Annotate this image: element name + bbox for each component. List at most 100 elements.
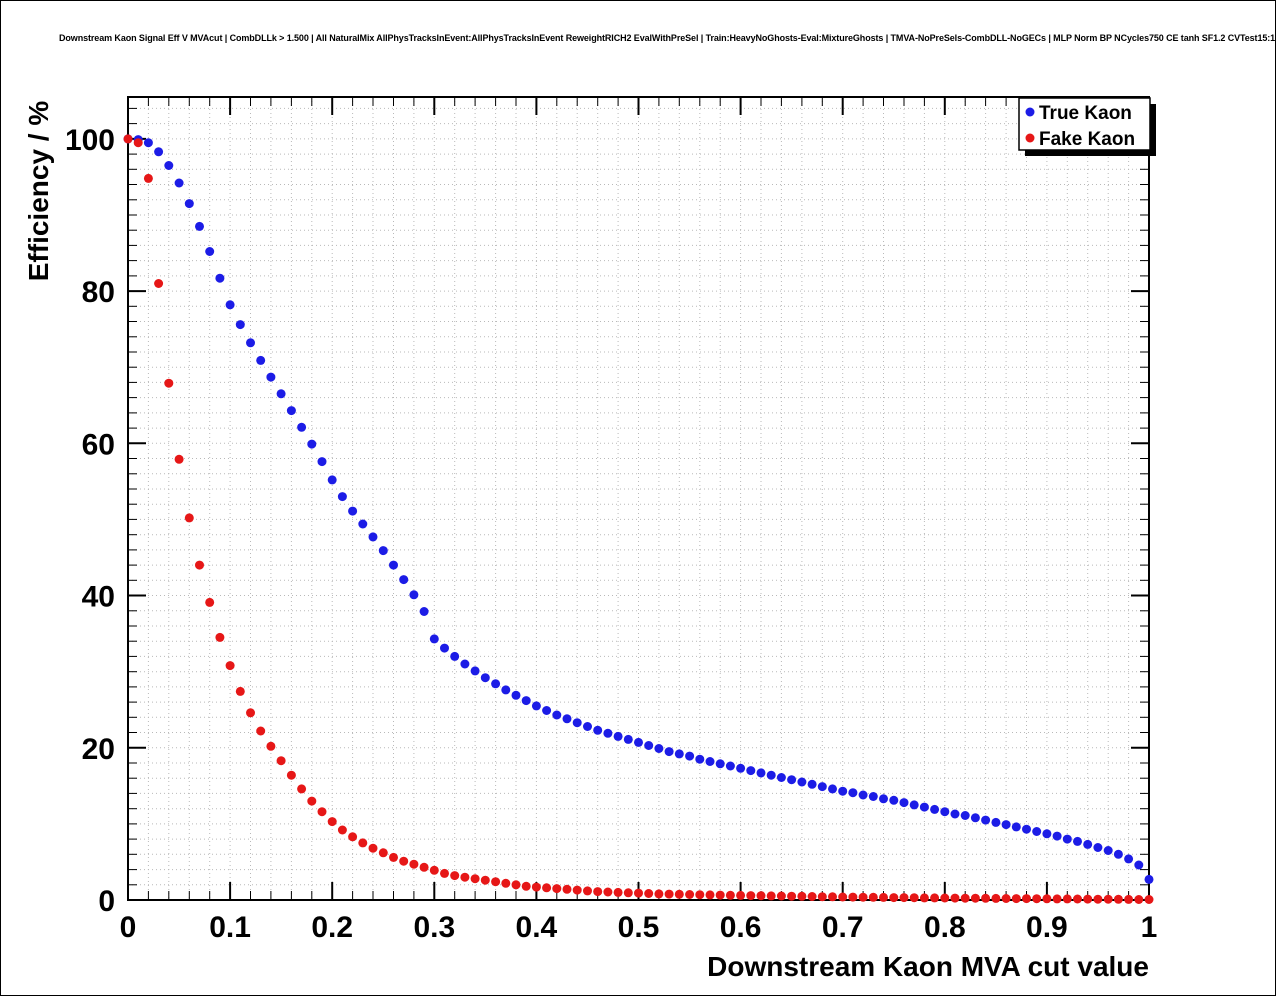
data-point	[358, 838, 368, 848]
data-point	[1144, 895, 1154, 904]
data-point	[368, 843, 378, 853]
data-point	[674, 749, 684, 759]
data-point	[899, 893, 909, 903]
data-point	[623, 734, 633, 744]
data-point	[685, 890, 695, 899]
gridlines	[128, 97, 1149, 900]
data-point	[838, 786, 848, 796]
x-tick-label: 0	[120, 911, 137, 944]
data-point	[531, 701, 541, 711]
data-point	[654, 889, 664, 899]
x-tick-label: 0.9	[1026, 911, 1068, 944]
data-point	[664, 747, 674, 757]
data-point	[256, 726, 266, 736]
data-point	[572, 885, 582, 895]
data-point	[930, 804, 940, 814]
data-point	[879, 794, 888, 804]
data-point	[909, 893, 919, 903]
data-point	[848, 892, 858, 902]
data-point	[389, 560, 398, 570]
data-point	[1103, 894, 1113, 904]
data-point	[1052, 894, 1062, 904]
data-point	[960, 811, 970, 820]
data-point	[1113, 849, 1123, 859]
data-point	[521, 696, 531, 706]
data-point	[899, 798, 909, 808]
data-point	[828, 892, 837, 902]
data-point	[593, 887, 603, 897]
data-point	[664, 889, 674, 899]
x-tick-label: 0.6	[720, 911, 762, 944]
data-point	[1022, 824, 1031, 834]
data-point	[399, 856, 409, 866]
data-point	[256, 355, 266, 365]
data-point	[419, 607, 429, 616]
data-point	[674, 889, 684, 899]
data-point	[623, 888, 633, 898]
data-point	[1124, 894, 1134, 904]
data-point	[491, 877, 501, 887]
data-point	[1144, 874, 1154, 884]
data-point	[572, 718, 582, 728]
data-point	[634, 737, 643, 747]
x-tick-label: 0.3	[413, 911, 455, 944]
data-point	[746, 891, 756, 901]
data-point	[583, 886, 592, 896]
data-point	[470, 874, 480, 884]
data-point	[348, 832, 358, 842]
data-point	[511, 880, 521, 890]
x-axis-title: Downstream Kaon MVA cut value	[707, 951, 1149, 982]
data-point	[593, 725, 603, 735]
data-point	[317, 807, 327, 817]
data-point	[1083, 894, 1093, 904]
legend: True Kaon Fake Kaon	[1018, 97, 1156, 156]
data-point	[787, 775, 797, 785]
data-point	[297, 784, 307, 794]
data-point	[174, 454, 184, 464]
data-point	[787, 891, 797, 901]
data-point	[409, 859, 419, 869]
data-point	[470, 666, 480, 676]
data-point	[440, 868, 449, 878]
data-point	[868, 892, 878, 902]
x-tick-label: 0.5	[618, 911, 660, 944]
data-point	[685, 751, 695, 761]
data-point	[552, 710, 562, 720]
data-point	[889, 893, 899, 903]
data-point	[552, 884, 562, 894]
data-point	[970, 893, 980, 903]
data-point	[215, 632, 225, 642]
data-point	[450, 871, 460, 881]
data-point	[705, 890, 715, 900]
data-point	[1011, 822, 1021, 832]
data-point	[225, 300, 235, 310]
data-point	[174, 178, 184, 188]
data-point	[756, 768, 766, 778]
data-point	[705, 757, 715, 766]
data-point	[205, 247, 215, 256]
data-point	[1113, 894, 1123, 904]
data-point	[215, 273, 225, 283]
data-point	[817, 782, 827, 792]
data-point	[613, 887, 623, 897]
data-point	[286, 770, 296, 780]
y-tick-label: 20	[82, 733, 115, 766]
data-point	[970, 813, 980, 823]
series-true-kaon	[123, 134, 1154, 884]
data-point	[1001, 894, 1011, 903]
data-point	[634, 888, 643, 898]
data-point	[1042, 894, 1052, 904]
data-point	[358, 519, 368, 529]
data-point	[348, 506, 358, 516]
data-point	[940, 893, 950, 903]
data-point	[317, 457, 327, 467]
data-point	[1011, 894, 1021, 904]
data-point	[919, 802, 929, 812]
data-point	[337, 492, 347, 502]
data-point	[460, 872, 470, 882]
data-point	[307, 796, 317, 806]
data-point	[276, 389, 286, 399]
data-point	[378, 848, 388, 858]
data-point	[919, 893, 929, 903]
